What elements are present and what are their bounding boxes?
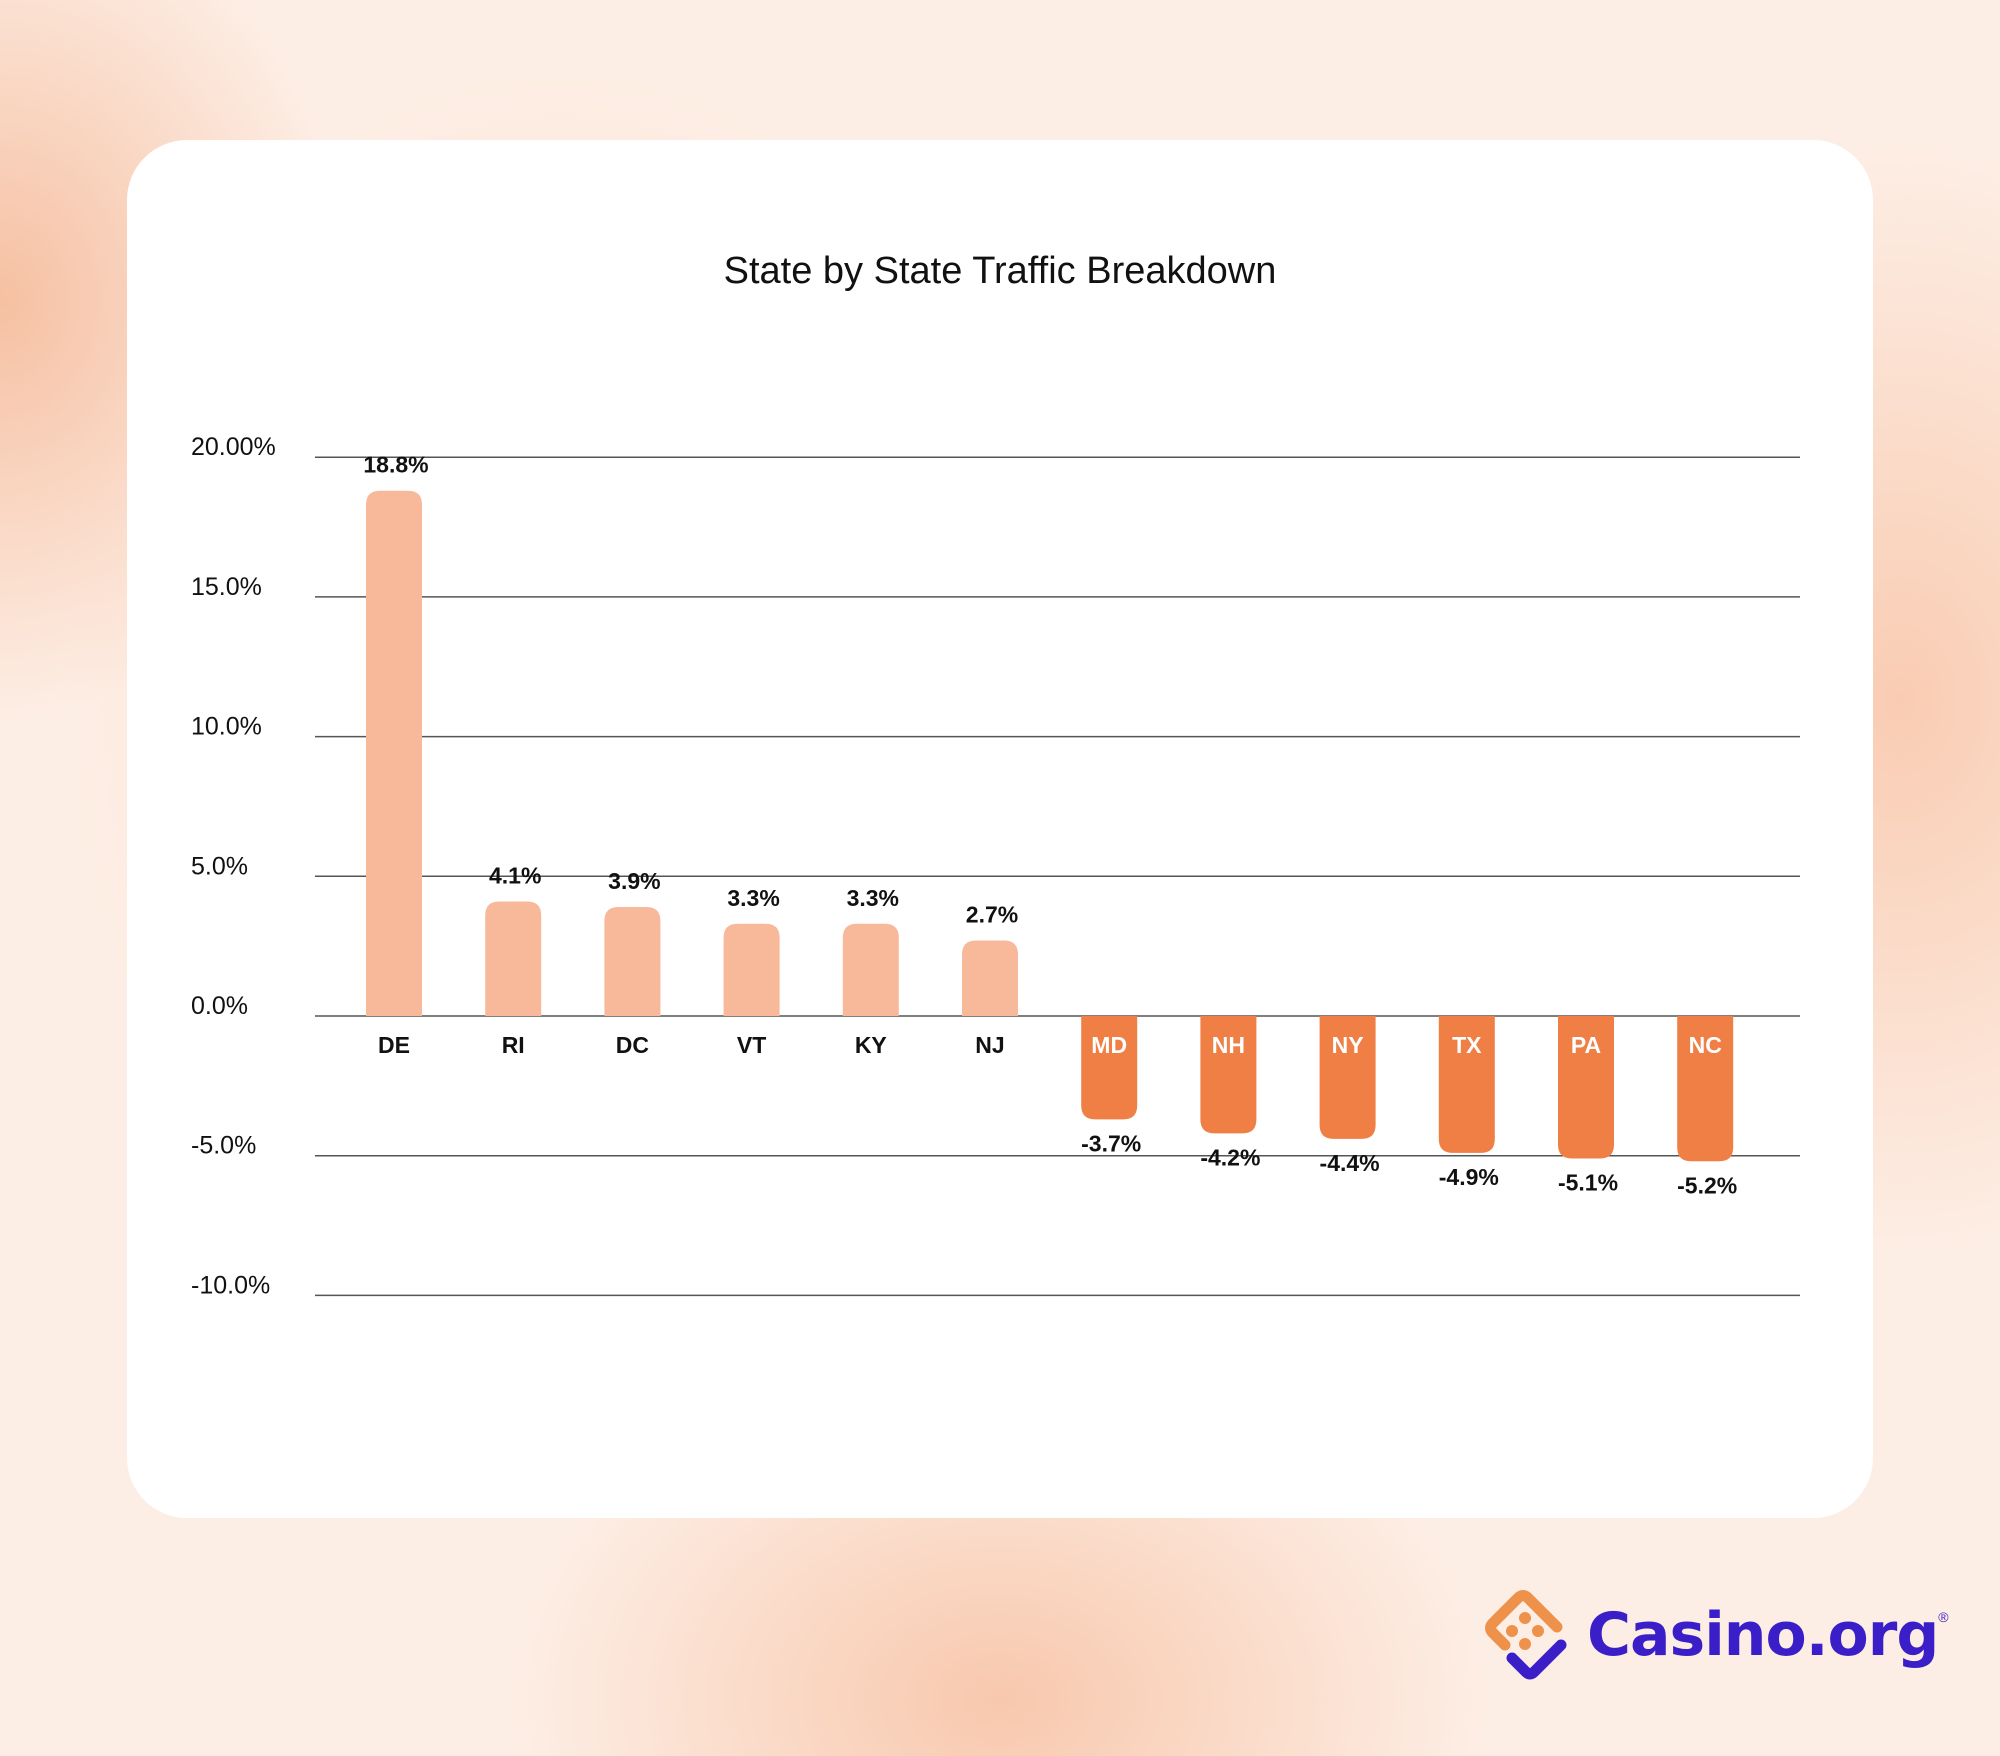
x-tick-label: DE <box>378 1032 410 1058</box>
bar-tx <box>1438 1016 1495 1153</box>
data-label: 3.9% <box>608 868 660 894</box>
x-tick-label: VT <box>737 1032 766 1058</box>
bar-nj <box>962 940 1018 1016</box>
brand-name: Casino.org <box>1587 1600 1939 1670</box>
x-tick-label: PA <box>1571 1032 1601 1058</box>
y-tick-label: -5.0% <box>191 1132 256 1160</box>
data-label: -4.2% <box>1200 1144 1260 1170</box>
data-label: -4.4% <box>1320 1150 1380 1176</box>
bar-nc <box>1677 1016 1734 1162</box>
data-label: -4.9% <box>1439 1164 1499 1190</box>
chart-title: State by State Traffic Breakdown <box>723 250 1277 292</box>
y-tick-label: -10.0% <box>191 1271 270 1299</box>
bar-ri <box>485 901 542 1016</box>
y-tick-label: 20.00% <box>191 433 276 461</box>
y-tick-label: 0.0% <box>191 992 248 1020</box>
x-tick-label: NJ <box>975 1032 1004 1058</box>
bar-pa <box>1558 1016 1614 1159</box>
data-label: -5.1% <box>1558 1169 1618 1195</box>
data-label: -5.2% <box>1677 1172 1737 1198</box>
x-tick-label: NC <box>1689 1032 1722 1058</box>
bar-dc <box>604 907 661 1016</box>
dice-logo-icon <box>1485 1590 1567 1680</box>
registered-mark: ® <box>1938 1609 1949 1625</box>
y-tick-label: 10.0% <box>191 713 262 741</box>
x-tick-label: TX <box>1452 1032 1482 1058</box>
y-tick-label: 15.0% <box>191 573 262 601</box>
data-label: 4.1% <box>489 862 541 888</box>
casino-org-logo: Casino.org ® <box>1485 1590 1949 1680</box>
bar-ky <box>842 923 899 1016</box>
bar-md <box>1081 1016 1138 1120</box>
x-tick-label: DC <box>616 1032 649 1058</box>
x-tick-label: NH <box>1212 1032 1245 1058</box>
bar-de <box>366 490 422 1016</box>
data-label: 18.8% <box>363 452 428 478</box>
x-tick-label: RI <box>502 1032 525 1058</box>
x-tick-label: MD <box>1091 1032 1127 1058</box>
data-label: 2.7% <box>966 902 1018 928</box>
bar-nh <box>1200 1016 1257 1134</box>
x-tick-label: NY <box>1332 1032 1364 1058</box>
bar-vt <box>723 923 780 1016</box>
data-label: 3.3% <box>727 885 779 911</box>
y-tick-label: 5.0% <box>191 852 248 880</box>
bar-ny <box>1319 1016 1376 1139</box>
x-tick-label: KY <box>855 1032 887 1058</box>
data-label: 3.3% <box>847 885 899 911</box>
data-label: -3.7% <box>1081 1130 1141 1156</box>
